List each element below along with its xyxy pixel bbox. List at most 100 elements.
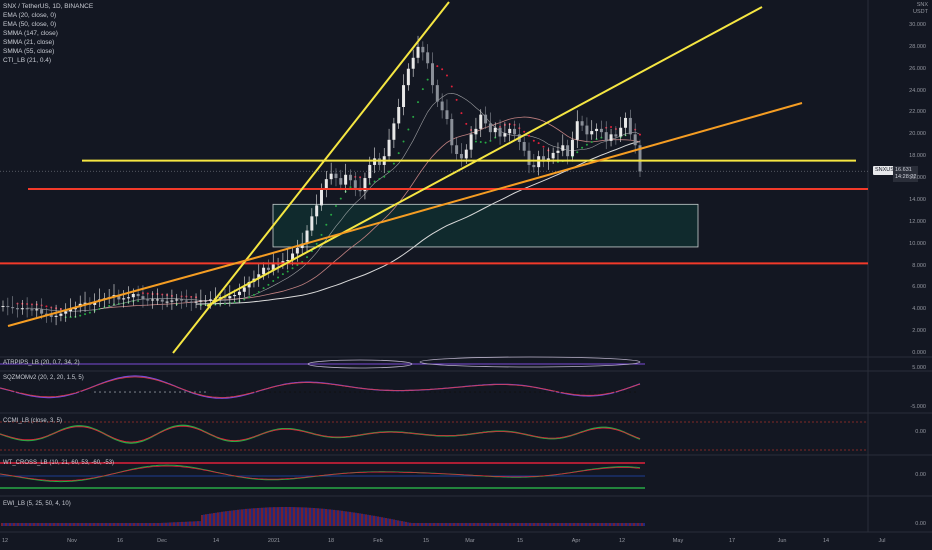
price-tick: 12.000 xyxy=(909,218,926,225)
sqz-dot xyxy=(239,391,241,393)
pane-label-atrpips[interactable]: ATRPIPS_LB (20, 0.7, 34, 2) xyxy=(3,360,80,366)
price-tick: 14.000 xyxy=(909,196,926,203)
sqz-dot xyxy=(54,391,56,393)
sqz-dot xyxy=(84,391,86,393)
legend-indicator[interactable]: SMMA (21, close) xyxy=(3,39,55,46)
candle-body xyxy=(624,117,628,128)
legend-indicator[interactable]: SMMA (147, close) xyxy=(3,30,58,37)
candle-body xyxy=(131,293,135,298)
candle-body xyxy=(136,293,140,297)
trend-dot xyxy=(537,142,540,145)
sqz-dot xyxy=(149,391,151,393)
candle-body xyxy=(353,180,357,188)
candle-body xyxy=(209,299,213,301)
candle-body xyxy=(537,156,541,168)
sqz-dot xyxy=(489,391,491,393)
trend-dot xyxy=(84,313,87,316)
candle-body xyxy=(15,308,19,310)
pane-label-ccmi[interactable]: CCMI_LB (close, 3, 5) xyxy=(3,418,63,424)
candle-body xyxy=(373,158,377,165)
legend-indicator[interactable]: EMA (20, close, 0) xyxy=(3,12,57,19)
trend-dot xyxy=(69,316,72,319)
sqz-dot xyxy=(34,391,36,393)
candle-body xyxy=(561,145,565,151)
candle-body xyxy=(406,68,410,86)
sqz-dot xyxy=(299,391,301,393)
sqz-dot xyxy=(599,391,601,393)
sqz-dot xyxy=(629,391,631,393)
trend-dot xyxy=(585,143,588,146)
trend-dot xyxy=(523,130,526,133)
pane-label-sqzmom[interactable]: SQZMOMv2 (20, 2, 20, 1.5, 5) xyxy=(3,375,84,381)
sqz-dot xyxy=(389,391,391,393)
sqz-dot xyxy=(479,391,481,393)
candle-body xyxy=(151,299,155,301)
sqz-dot xyxy=(39,391,41,393)
candle-body xyxy=(498,127,502,137)
sqz-dot xyxy=(449,391,451,393)
sqz-dot xyxy=(339,391,341,393)
pane-label-ewi[interactable]: EWI_LB (5, 25, 50, 4, 10) xyxy=(3,501,71,507)
candle-body xyxy=(368,164,372,179)
sqz-dot xyxy=(269,391,271,393)
trend-dot xyxy=(277,276,280,279)
time-tick: 18 xyxy=(327,538,335,544)
candle-body xyxy=(484,114,488,124)
sqz-dot xyxy=(469,391,471,393)
sqz-dot xyxy=(254,391,256,393)
candle-body xyxy=(363,178,367,192)
candle-body xyxy=(541,156,545,162)
time-tick: Jul xyxy=(878,538,886,544)
sqz-dot xyxy=(484,391,486,393)
sqz-dot xyxy=(379,391,381,393)
time-tick: May xyxy=(672,538,684,544)
trend-dot xyxy=(334,204,337,207)
sqz-dot xyxy=(229,391,231,393)
sqz-dot xyxy=(99,391,101,393)
ma-short-line xyxy=(27,92,641,312)
sqz-dot xyxy=(324,391,326,393)
candle-body xyxy=(228,296,232,299)
sqz-dot xyxy=(509,391,511,393)
trend-dot xyxy=(494,136,497,139)
sqz-dot xyxy=(344,391,346,393)
candle-body xyxy=(387,139,391,157)
price-tick: 4.000 xyxy=(912,306,926,313)
trend-dot xyxy=(248,296,251,299)
trend-dot xyxy=(45,305,48,308)
sqz-dot xyxy=(194,391,196,393)
candle-body xyxy=(503,133,507,137)
sqz-dot xyxy=(614,391,616,393)
bar-countdown: 14:28:22 xyxy=(895,174,917,180)
sqz-dot xyxy=(514,391,516,393)
sqz-dot xyxy=(174,391,176,393)
sqz-dot xyxy=(414,391,416,393)
candle-body xyxy=(638,145,642,172)
candle-body xyxy=(35,309,39,311)
trend-dot xyxy=(88,311,91,314)
sqz-dot xyxy=(374,391,376,393)
pane-label-wtcross[interactable]: WT_CROSS_LB (10, 21, 60, 53, -60, -53) xyxy=(3,460,115,466)
sqz-dot xyxy=(579,391,581,393)
atrpips-ellipse xyxy=(307,359,413,369)
trend-dot xyxy=(146,292,149,295)
sqz-dot xyxy=(29,391,31,393)
trend-dot xyxy=(392,162,395,165)
sqz-dot xyxy=(434,391,436,393)
candle-body xyxy=(619,127,623,137)
sqz-dot xyxy=(294,391,296,393)
candle-body xyxy=(257,274,261,279)
candle-body xyxy=(11,307,15,309)
legend-indicator[interactable]: SMMA (55, close) xyxy=(3,48,55,55)
candle-body xyxy=(430,63,434,86)
sqz-dot xyxy=(584,391,586,393)
sqz-dot xyxy=(204,391,206,393)
sqz-dot xyxy=(19,391,21,393)
legend-indicator[interactable]: CTI_LB (21, 0.4) xyxy=(3,57,52,64)
legend-indicator[interactable]: EMA (50, close, 0) xyxy=(3,21,57,28)
trend-dot xyxy=(286,270,289,273)
candle-body xyxy=(464,149,468,159)
sqz-dot xyxy=(619,391,621,393)
price-tick: 26.000 xyxy=(909,65,926,72)
candle-body xyxy=(633,134,637,146)
